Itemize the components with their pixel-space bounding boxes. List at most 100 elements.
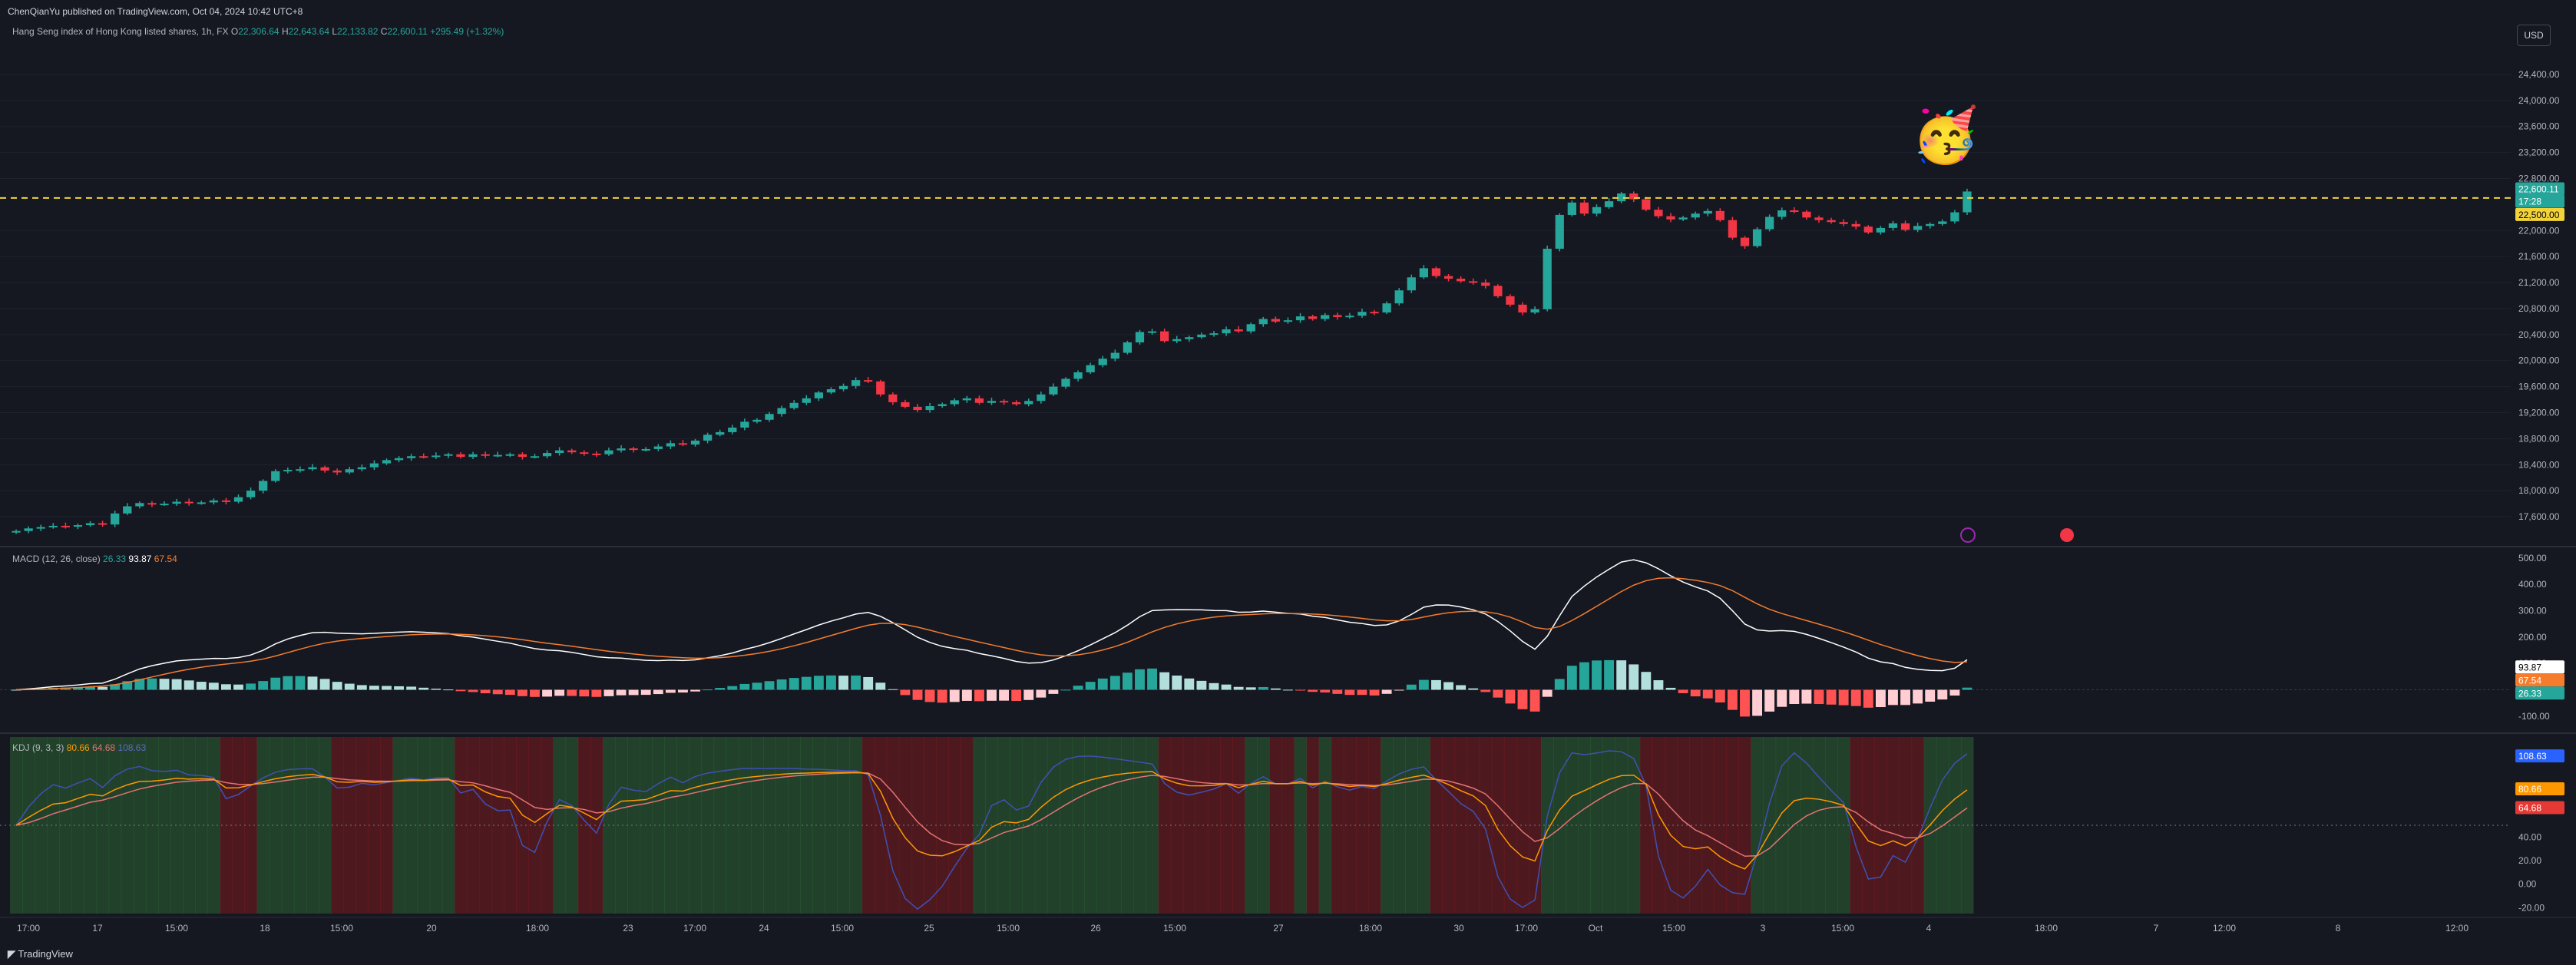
candle-body — [518, 454, 527, 458]
candle-body — [1222, 329, 1231, 334]
kdj-background-band — [541, 737, 554, 914]
macd-histogram-bar — [1678, 689, 1688, 693]
currency-button[interactable]: USD — [2517, 25, 2551, 46]
macd-histogram-bar — [1369, 689, 1380, 696]
macd-histogram-bar — [122, 681, 133, 690]
kdj-background-band — [1195, 737, 1209, 914]
candle-body — [1098, 359, 1107, 365]
candle-body — [1926, 223, 1935, 226]
kdj-background-band — [738, 737, 752, 914]
candle-body — [555, 450, 564, 454]
kdj-background-band — [355, 737, 369, 914]
kdj-background-band — [1701, 737, 1715, 914]
candle-body — [172, 501, 181, 504]
candle-body — [1728, 220, 1738, 238]
candle-body — [1814, 217, 1824, 220]
candle-body — [937, 404, 947, 407]
macd-histogram-bar — [1209, 682, 1219, 690]
macd-histogram-bar — [344, 683, 355, 690]
candle-body — [1900, 223, 1910, 230]
macd-histogram-bar — [1023, 689, 1034, 700]
kdj-background-band — [429, 737, 443, 914]
candle-body — [851, 380, 861, 386]
candle-body — [123, 506, 132, 514]
candle-body — [1258, 319, 1268, 325]
macd-histogram-bar — [640, 689, 651, 696]
candle-body — [1456, 278, 1466, 282]
macd-histogram-bar — [1258, 686, 1268, 690]
candle-body — [1110, 352, 1119, 359]
macd-histogram-bar — [752, 682, 762, 690]
kdj-tick-label: 40.00 — [2518, 831, 2541, 842]
candle-body — [1419, 268, 1428, 278]
kdj-background-band — [108, 737, 122, 914]
tradingview-brand[interactable]: ◤ TradingView — [8, 948, 73, 960]
candle-body — [580, 452, 589, 454]
kdj-background-band — [652, 737, 665, 914]
macd-histogram-bar — [1308, 689, 1318, 692]
candle-body — [1579, 202, 1589, 214]
kdj-background-band — [1367, 737, 1381, 914]
macd-tick-label: 200.00 — [2518, 632, 2547, 643]
candle-body — [888, 394, 898, 402]
kdj-background-band — [849, 737, 863, 914]
macd-histogram-bar — [1295, 689, 1305, 691]
macd-histogram-bar — [307, 676, 318, 690]
kdj-background-band — [504, 737, 517, 914]
candle-body — [1938, 221, 1947, 224]
macd-tick-label: -100.00 — [2518, 711, 2550, 722]
candle-body — [864, 380, 873, 382]
kdj-background-band — [1787, 737, 1801, 914]
candle-body — [1752, 229, 1762, 246]
candle-body — [604, 450, 613, 454]
macd-histogram-bar — [567, 689, 577, 696]
kdj-background-band — [71, 737, 84, 914]
macd-histogram-bar — [1443, 682, 1453, 690]
macd-histogram-bar — [1740, 689, 1750, 717]
macd-histogram-bar — [999, 689, 1010, 701]
candle-body — [1271, 319, 1281, 322]
macd-histogram-bar — [776, 679, 787, 690]
macd-histogram-bar — [974, 689, 984, 702]
candle-body — [85, 523, 95, 526]
candle-body — [567, 450, 577, 453]
macd-histogram-bar — [603, 689, 614, 696]
macd-histogram-bar — [1221, 684, 1232, 690]
kdj-background-band — [1850, 737, 1863, 914]
macd-histogram-bar — [406, 686, 417, 690]
kdj-d-tag: 64.68 — [2518, 802, 2541, 813]
candle-body — [184, 501, 193, 504]
candle-body — [1765, 216, 1774, 230]
candle-body — [1592, 207, 1602, 214]
time-tick-label: 4 — [1926, 923, 1932, 934]
last-price-label-bg — [2515, 182, 2564, 196]
macd-histogram-bar — [1566, 666, 1577, 690]
macd-histogram-bar — [1109, 676, 1120, 690]
candle-body — [1234, 329, 1243, 332]
macd-histogram-bar — [764, 681, 775, 690]
kdj-background-band — [84, 737, 98, 914]
kdj-background-band — [1899, 737, 1913, 914]
candle-body — [1197, 334, 1206, 338]
candle-body — [456, 454, 465, 458]
kdj-background-band — [343, 737, 356, 914]
close-value: 22,600.11 — [387, 26, 428, 37]
candle-body — [1160, 331, 1169, 342]
candle-body — [1555, 214, 1564, 249]
kdj-background-band — [1245, 737, 1258, 914]
kdj-tick-label: -20.00 — [2518, 902, 2545, 913]
candle-body — [1469, 281, 1478, 283]
event-flag-icon — [2060, 528, 2074, 542]
macd-histogram-bar — [1048, 689, 1059, 694]
kdj-background-band — [1751, 737, 1764, 914]
candle-body — [1443, 276, 1453, 279]
kdj-background-band — [750, 737, 764, 914]
macd-histogram-bar — [801, 676, 812, 690]
macd-histogram-bar — [591, 689, 602, 697]
candle-body — [382, 460, 392, 464]
macd-histogram-bar — [1270, 688, 1281, 690]
kdj-background-band — [157, 737, 171, 914]
macd-histogram-bar — [1505, 689, 1516, 704]
candle-body — [24, 528, 33, 531]
